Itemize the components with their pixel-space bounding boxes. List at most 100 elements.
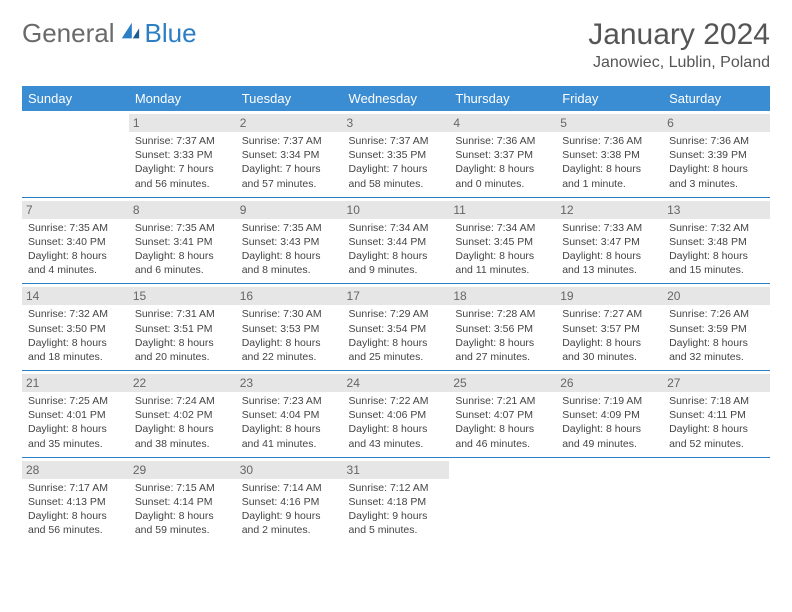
- sunrise-text: Sunrise: 7:35 AM: [135, 221, 230, 235]
- calendar-day-cell: [449, 457, 556, 543]
- sunrise-text: Sunrise: 7:29 AM: [349, 307, 444, 321]
- day-number: 12: [556, 201, 663, 219]
- daylight-text: Daylight: 8 hours and 13 minutes.: [562, 249, 657, 277]
- calendar-day-cell: [663, 457, 770, 543]
- day-number: 18: [449, 287, 556, 305]
- calendar-day-cell: [22, 111, 129, 197]
- day-number: 9: [236, 201, 343, 219]
- sunrise-text: Sunrise: 7:37 AM: [135, 134, 230, 148]
- sunrise-text: Sunrise: 7:37 AM: [349, 134, 444, 148]
- sunrise-text: Sunrise: 7:30 AM: [242, 307, 337, 321]
- sunrise-text: Sunrise: 7:32 AM: [28, 307, 123, 321]
- calendar-day-cell: 7Sunrise: 7:35 AMSunset: 3:40 PMDaylight…: [22, 197, 129, 284]
- calendar-day-cell: 22Sunrise: 7:24 AMSunset: 4:02 PMDayligh…: [129, 371, 236, 458]
- daylight-text: Daylight: 8 hours and 46 minutes.: [455, 422, 550, 450]
- day-number: 22: [129, 374, 236, 392]
- calendar-week-row: 7Sunrise: 7:35 AMSunset: 3:40 PMDaylight…: [22, 197, 770, 284]
- sunrise-text: Sunrise: 7:17 AM: [28, 481, 123, 495]
- calendar-day-cell: 25Sunrise: 7:21 AMSunset: 4:07 PMDayligh…: [449, 371, 556, 458]
- title-block: January 2024 Janowiec, Lublin, Poland: [588, 18, 770, 72]
- calendar-day-cell: 6Sunrise: 7:36 AMSunset: 3:39 PMDaylight…: [663, 111, 770, 197]
- location-text: Janowiec, Lublin, Poland: [588, 54, 770, 72]
- sunset-text: Sunset: 3:54 PM: [349, 322, 444, 336]
- day-number: 2: [236, 114, 343, 132]
- daylight-text: Daylight: 8 hours and 15 minutes.: [669, 249, 764, 277]
- sunset-text: Sunset: 3:38 PM: [562, 148, 657, 162]
- day-number: 30: [236, 461, 343, 479]
- daylight-text: Daylight: 8 hours and 9 minutes.: [349, 249, 444, 277]
- daylight-text: Daylight: 8 hours and 41 minutes.: [242, 422, 337, 450]
- daylight-text: Daylight: 8 hours and 35 minutes.: [28, 422, 123, 450]
- calendar-day-cell: 21 Sunrise: 7:25 AMSunset: 4:01 PMDayligh…: [22, 371, 129, 458]
- calendar-day-cell: 26Sunrise: 7:19 AMSunset: 4:09 PMDayligh…: [556, 371, 663, 458]
- weekday-header-cell: Monday: [129, 86, 236, 111]
- daylight-text: Daylight: 7 hours and 58 minutes.: [349, 162, 444, 190]
- sunset-text: Sunset: 4:14 PM: [135, 495, 230, 509]
- calendar-day-cell: 1Sunrise: 7:37 AMSunset: 3:33 PMDaylight…: [129, 111, 236, 197]
- daylight-text: Daylight: 8 hours and 56 minutes.: [28, 509, 123, 537]
- calendar-day-cell: 5 Sunrise: 7:36 AMSunset: 3:38 PMDaylight…: [556, 111, 663, 197]
- sunset-text: Sunset: 3:44 PM: [349, 235, 444, 249]
- calendar-day-cell: 29Sunrise: 7:15 AMSunset: 4:14 PMDayligh…: [129, 457, 236, 543]
- sunrise-text: Sunrise: 7:19 AM: [562, 394, 657, 408]
- daylight-text: Daylight: 8 hours and 1 minute.: [562, 162, 657, 190]
- sunset-text: Sunset: 3:57 PM: [562, 322, 657, 336]
- calendar-day-cell: 11Sunrise: 7:34 AMSunset: 3:45 PMDayligh…: [449, 197, 556, 284]
- calendar-day-cell: 23Sunrise: 7:23 AMSunset: 4:04 PMDayligh…: [236, 371, 343, 458]
- sunrise-text: Sunrise: 7:36 AM: [455, 134, 550, 148]
- sunrise-text: Sunrise: 7:23 AM: [242, 394, 337, 408]
- calendar-day-cell: 9Sunrise: 7:35 AMSunset: 3:43 PMDaylight…: [236, 197, 343, 284]
- sunrise-text: Sunrise: 7:26 AM: [669, 307, 764, 321]
- day-number: 13: [663, 201, 770, 219]
- day-number: 16: [236, 287, 343, 305]
- calendar-day-cell: 31Sunrise: 7:12 AMSunset: 4:18 PMDayligh…: [343, 457, 450, 543]
- sunset-text: Sunset: 3:35 PM: [349, 148, 444, 162]
- calendar-day-cell: 19Sunrise: 7:27 AMSunset: 3:57 PMDayligh…: [556, 284, 663, 371]
- daylight-text: Daylight: 8 hours and 59 minutes.: [135, 509, 230, 537]
- sunset-text: Sunset: 3:59 PM: [669, 322, 764, 336]
- calendar-day-cell: [556, 457, 663, 543]
- sunrise-text: Sunrise: 7:22 AM: [349, 394, 444, 408]
- calendar-day-cell: 20Sunrise: 7:26 AMSunset: 3:59 PMDayligh…: [663, 284, 770, 371]
- calendar-day-cell: 10Sunrise: 7:34 AMSunset: 3:44 PMDayligh…: [343, 197, 450, 284]
- calendar-week-row: 28Sunrise: 7:17 AMSunset: 4:13 PMDayligh…: [22, 457, 770, 543]
- sunset-text: Sunset: 4:04 PM: [242, 408, 337, 422]
- daylight-text: Daylight: 8 hours and 8 minutes.: [242, 249, 337, 277]
- day-number: 28: [22, 461, 129, 479]
- weekday-header-cell: Friday: [556, 86, 663, 111]
- sunset-text: Sunset: 3:45 PM: [455, 235, 550, 249]
- sunrise-text: Sunrise: 7:25 AM: [28, 394, 123, 408]
- daylight-text: Daylight: 8 hours and 52 minutes.: [669, 422, 764, 450]
- daylight-text: Daylight: 8 hours and 4 minutes.: [28, 249, 123, 277]
- sunrise-text: Sunrise: 7:34 AM: [349, 221, 444, 235]
- daylight-text: Daylight: 8 hours and 27 minutes.: [455, 336, 550, 364]
- sunset-text: Sunset: 3:56 PM: [455, 322, 550, 336]
- sunset-text: Sunset: 3:39 PM: [669, 148, 764, 162]
- sunrise-text: Sunrise: 7:36 AM: [562, 134, 657, 148]
- weekday-header-cell: Wednesday: [343, 86, 450, 111]
- sunset-text: Sunset: 4:01 PM: [28, 408, 123, 422]
- sunrise-text: Sunrise: 7:31 AM: [135, 307, 230, 321]
- sunrise-text: Sunrise: 7:32 AM: [669, 221, 764, 235]
- sunset-text: Sunset: 4:02 PM: [135, 408, 230, 422]
- day-number: 1: [129, 114, 236, 132]
- daylight-text: Daylight: 8 hours and 11 minutes.: [455, 249, 550, 277]
- sunset-text: Sunset: 4:13 PM: [28, 495, 123, 509]
- day-number: 15: [129, 287, 236, 305]
- calendar-week-row: 14Sunrise: 7:32 AMSunset: 3:50 PMDayligh…: [22, 284, 770, 371]
- day-number: 21: [22, 374, 129, 392]
- calendar-day-cell: 12Sunrise: 7:33 AMSunset: 3:47 PMDayligh…: [556, 197, 663, 284]
- daylight-text: Daylight: 7 hours and 56 minutes.: [135, 162, 230, 190]
- day-number: 26: [556, 374, 663, 392]
- calendar-day-cell: 4Sunrise: 7:36 AMSunset: 3:37 PMDaylight…: [449, 111, 556, 197]
- sunset-text: Sunset: 4:18 PM: [349, 495, 444, 509]
- day-number: 5: [556, 114, 663, 132]
- brand-word-2: Blue: [145, 18, 197, 49]
- daylight-text: Daylight: 8 hours and 49 minutes.: [562, 422, 657, 450]
- calendar-day-cell: 28 Sunrise: 7:17 AMSunset: 4:13 PMDayligh…: [22, 457, 129, 543]
- daylight-text: Daylight: 8 hours and 0 minutes.: [455, 162, 550, 190]
- daylight-text: Daylight: 9 hours and 5 minutes.: [349, 509, 444, 537]
- day-number: 19: [556, 287, 663, 305]
- calendar-day-cell: 2Sunrise: 7:37 AMSunset: 3:34 PMDaylight…: [236, 111, 343, 197]
- calendar-week-row: 1Sunrise: 7:37 AMSunset: 3:33 PMDaylight…: [22, 111, 770, 197]
